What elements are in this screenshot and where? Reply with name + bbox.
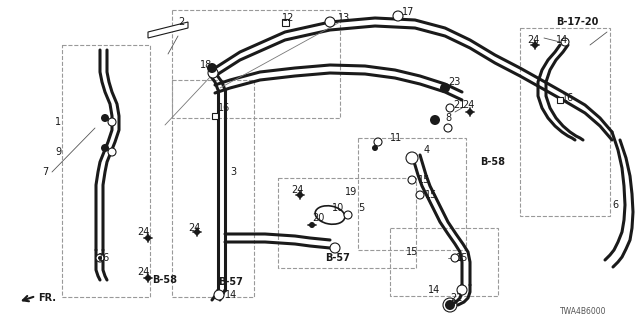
Text: 14: 14 xyxy=(428,285,440,295)
Bar xyxy=(212,113,218,119)
Text: 8: 8 xyxy=(445,113,451,123)
Text: 6: 6 xyxy=(612,200,618,210)
Circle shape xyxy=(467,109,473,115)
Circle shape xyxy=(309,222,315,228)
Text: 16: 16 xyxy=(98,253,110,263)
Circle shape xyxy=(374,138,382,146)
Circle shape xyxy=(457,285,467,295)
Text: B-58: B-58 xyxy=(152,275,177,285)
Text: 18: 18 xyxy=(200,60,212,70)
Bar xyxy=(172,10,340,118)
Text: 13: 13 xyxy=(338,13,350,23)
Text: 24: 24 xyxy=(137,227,149,237)
Text: 24: 24 xyxy=(137,267,149,277)
Text: 16: 16 xyxy=(562,93,574,103)
Text: 21: 21 xyxy=(453,100,465,110)
Circle shape xyxy=(416,191,424,199)
Circle shape xyxy=(446,104,454,112)
Text: 23: 23 xyxy=(448,77,460,87)
Text: 15: 15 xyxy=(418,175,430,185)
Circle shape xyxy=(532,42,538,48)
Text: 3: 3 xyxy=(230,167,236,177)
Circle shape xyxy=(344,211,352,219)
Circle shape xyxy=(406,152,418,164)
Text: 1: 1 xyxy=(55,117,61,127)
Text: 14: 14 xyxy=(556,35,568,45)
Circle shape xyxy=(208,68,218,78)
Text: 24: 24 xyxy=(291,185,303,195)
Circle shape xyxy=(451,254,459,262)
Text: 9: 9 xyxy=(55,147,61,157)
Bar xyxy=(390,228,498,296)
Text: 17: 17 xyxy=(402,7,414,17)
Text: 4: 4 xyxy=(424,145,430,155)
Circle shape xyxy=(145,235,151,241)
Bar xyxy=(172,80,254,297)
Circle shape xyxy=(325,17,335,27)
Text: 10: 10 xyxy=(332,203,344,213)
Text: B-58: B-58 xyxy=(480,157,505,167)
Text: 15: 15 xyxy=(425,190,437,200)
Circle shape xyxy=(444,124,452,132)
Text: 24: 24 xyxy=(527,35,540,45)
Circle shape xyxy=(98,256,102,260)
Circle shape xyxy=(440,83,450,93)
Circle shape xyxy=(145,275,151,281)
Text: 2: 2 xyxy=(178,17,184,27)
Text: 16: 16 xyxy=(218,103,230,113)
Text: 22: 22 xyxy=(450,293,463,303)
Bar xyxy=(358,138,466,250)
Text: 12: 12 xyxy=(282,13,294,23)
Text: TWA4B6000: TWA4B6000 xyxy=(560,308,607,316)
Bar xyxy=(557,97,563,103)
Bar xyxy=(62,45,150,297)
Text: 24: 24 xyxy=(462,100,474,110)
Text: 14: 14 xyxy=(225,290,237,300)
Circle shape xyxy=(214,290,224,300)
Circle shape xyxy=(430,115,440,125)
Text: B-57: B-57 xyxy=(218,277,243,287)
Circle shape xyxy=(297,192,303,198)
Circle shape xyxy=(101,114,109,122)
Circle shape xyxy=(393,11,403,21)
Text: 20: 20 xyxy=(312,213,324,223)
Polygon shape xyxy=(148,22,188,38)
Circle shape xyxy=(561,38,569,46)
Text: B-57: B-57 xyxy=(325,253,350,263)
Text: 5: 5 xyxy=(358,203,364,213)
Circle shape xyxy=(108,148,116,156)
Text: 15: 15 xyxy=(456,253,468,263)
Circle shape xyxy=(445,300,455,310)
Bar xyxy=(282,19,289,26)
Circle shape xyxy=(96,254,104,262)
Circle shape xyxy=(101,144,109,152)
Ellipse shape xyxy=(315,206,345,224)
Text: 19: 19 xyxy=(345,187,357,197)
Bar xyxy=(520,28,610,216)
Circle shape xyxy=(207,63,217,73)
Circle shape xyxy=(108,118,116,126)
Circle shape xyxy=(372,145,378,151)
Text: 11: 11 xyxy=(390,133,403,143)
Circle shape xyxy=(330,243,340,253)
Circle shape xyxy=(408,176,416,184)
Circle shape xyxy=(194,229,200,235)
Text: 7: 7 xyxy=(42,167,48,177)
Text: 24: 24 xyxy=(188,223,200,233)
Text: B-17-20: B-17-20 xyxy=(556,17,598,27)
Text: 15: 15 xyxy=(406,247,419,257)
Bar xyxy=(278,178,416,268)
Text: FR.: FR. xyxy=(38,293,56,303)
